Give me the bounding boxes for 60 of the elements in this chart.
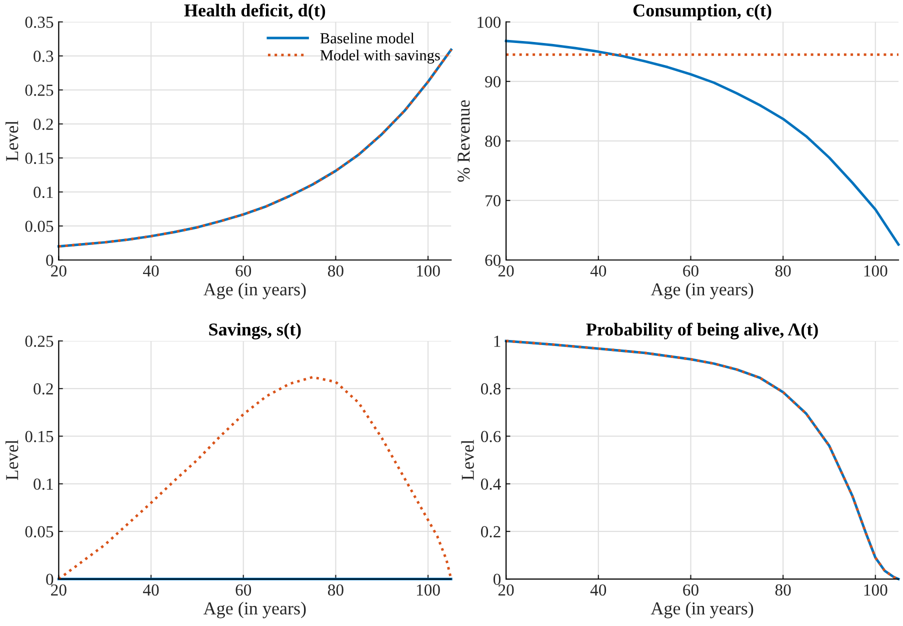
y-tick-label: 60 <box>485 254 501 266</box>
chart-title: Health deficit, d(t) <box>184 4 326 20</box>
y-tick-label: 0.3 <box>34 50 54 62</box>
y-tick-label: 0.2 <box>34 383 53 395</box>
y-tick-label: 0 <box>46 574 54 585</box>
x-tick-label: 40 <box>590 584 606 596</box>
y-tick-label: 90 <box>485 76 501 88</box>
y-tick-label: 0.05 <box>25 220 54 232</box>
y-tick-label: 70 <box>486 195 501 206</box>
chart-title: Consumption, c(t) <box>633 4 772 20</box>
y-tick-label: 0.1 <box>34 186 53 198</box>
chart-title: Savings, s(t) <box>209 322 301 340</box>
x-tick-label: 100 <box>864 584 888 596</box>
y-tick-label: 0.15 <box>25 152 54 164</box>
y-tick-label: 0.8 <box>481 383 501 395</box>
x-tick-label: 40 <box>143 265 159 277</box>
y-tick-label: 1 <box>494 336 500 347</box>
x-tick-label: 20 <box>51 584 66 596</box>
x-axis-title: Age (in years) <box>203 602 306 618</box>
x-tick-label: 40 <box>590 265 606 277</box>
x-tick-label: 100 <box>417 584 440 596</box>
x-axis-title: Age (in years) <box>650 282 754 300</box>
y-tick-label: 0.25 <box>25 336 54 347</box>
x-tick-label: 100 <box>864 265 888 277</box>
x-tick-label: 40 <box>143 584 159 596</box>
y-axis-title: % Revenue <box>458 100 470 182</box>
y-tick-label: 0.15 <box>25 430 54 442</box>
x-tick-label: 20 <box>51 265 66 277</box>
y-axis-title: Level <box>461 440 474 480</box>
x-axis-title: Age (in years) <box>650 602 754 618</box>
y-axis-title: Level <box>6 440 18 480</box>
line-series <box>504 40 900 246</box>
y-tick-label: 0.25 <box>25 84 54 96</box>
x-axis-title: Age (in years) <box>203 282 306 300</box>
legend-label: Model with savings <box>320 50 440 64</box>
x-tick-label: 60 <box>236 265 252 277</box>
y-tick-label: 0.2 <box>481 526 500 538</box>
y-tick-label: 80 <box>485 136 501 147</box>
x-tick-label: 60 <box>236 584 252 596</box>
y-tick-label: 0 <box>46 254 54 266</box>
x-tick-label: 60 <box>683 584 698 596</box>
x-tick-label: 80 <box>328 265 344 277</box>
y-axis-title: Level <box>6 120 18 161</box>
y-tick-label: 0.35 <box>25 16 54 28</box>
x-tick-label: 20 <box>498 265 514 277</box>
y-tick-label: 0.1 <box>34 478 53 490</box>
y-tick-label: 0 <box>494 574 501 585</box>
y-tick-label: 0.2 <box>34 118 53 130</box>
x-tick-label: 20 <box>498 584 514 596</box>
x-tick-label: 100 <box>417 265 440 277</box>
x-tick-label: 80 <box>775 584 791 596</box>
x-tick-label: 80 <box>328 584 344 596</box>
y-tick-label: 100 <box>478 16 501 28</box>
legend-label: Baseline model <box>320 32 414 44</box>
chart-title: Probability of being alive, Λ(t) <box>586 322 818 340</box>
y-tick-label: 0.4 <box>481 478 501 490</box>
y-tick-label: 0.6 <box>481 430 501 442</box>
y-tick-label: 0.05 <box>25 526 54 538</box>
x-tick-label: 80 <box>775 265 791 277</box>
x-tick-label: 60 <box>683 265 698 277</box>
